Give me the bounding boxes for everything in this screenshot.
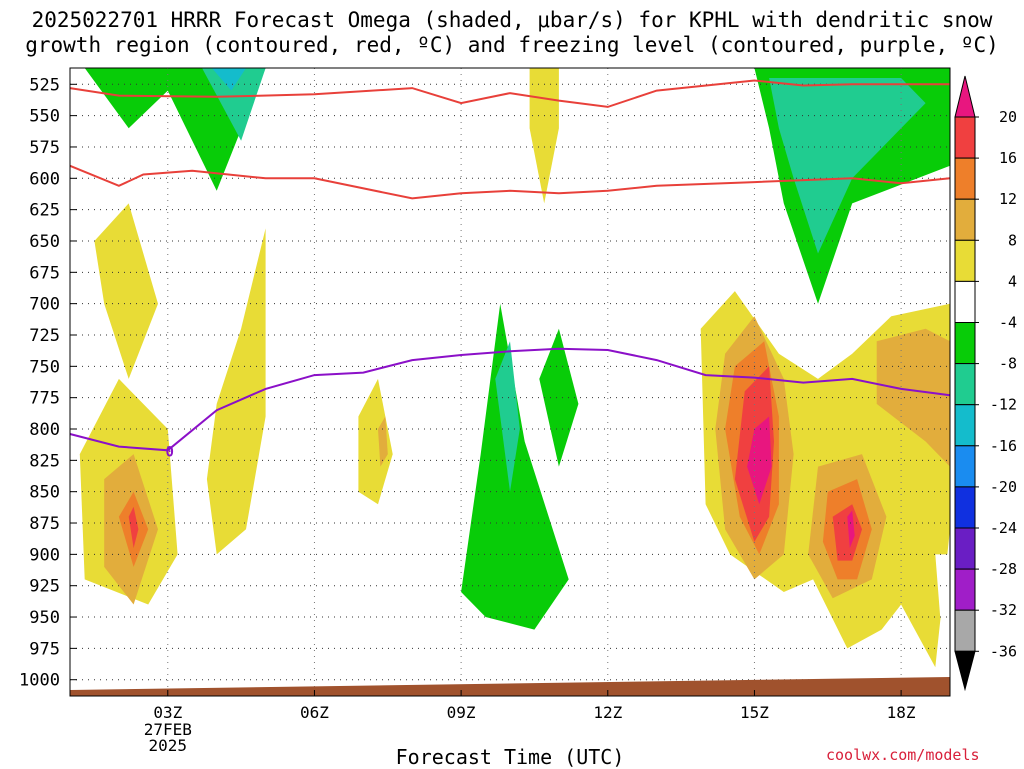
omega-region-23 [747, 416, 772, 505]
omega-region-2 [211, 68, 246, 91]
y-tick-label: 925 [29, 577, 60, 597]
ground-wedge [70, 677, 950, 696]
x-tick-label: 18Z [887, 703, 916, 722]
colorbar-label: -24 [990, 519, 1017, 537]
y-tick-label: 600 [29, 169, 60, 189]
y-tick-label: 800 [29, 420, 60, 440]
colorbar-label: -8 [999, 355, 1017, 373]
colorbar-bin [954, 280, 976, 323]
y-tick-label: 775 [29, 389, 60, 409]
colorbar-bottom-triangle [954, 650, 976, 692]
colorbar-bin [954, 486, 976, 529]
x-tick-sublabel: 27FEB [144, 720, 192, 739]
y-tick-label: 975 [29, 639, 60, 659]
y-tick-label: 850 [29, 483, 60, 503]
colorbar-label: 4 [1008, 272, 1017, 290]
colorbar-label: -12 [990, 396, 1017, 414]
y-tick-label: 825 [29, 451, 60, 471]
chart-title-line1: 2025022701 HRRR Forecast Omega (shaded, … [31, 8, 993, 32]
colorbar: 20 16 12 8 4 -4 -8 -12 -16 -20 -24 -28 -32 -36 [954, 75, 1017, 692]
colorbar-bin [954, 609, 976, 652]
colorbar-label: -32 [990, 601, 1017, 619]
y-tick-label: 700 [29, 295, 60, 315]
y-tick-label: 525 [29, 75, 60, 95]
colorbar-label: 20 [999, 108, 1017, 126]
colorbar-label: 12 [999, 190, 1017, 208]
colorbar-bin [954, 568, 976, 611]
x-tick-sublabel: 2025 [149, 736, 188, 755]
ground-terrain [70, 677, 950, 696]
omega-region-7 [128, 506, 139, 549]
colorbar-bin [954, 239, 976, 282]
omega-region-8 [206, 228, 266, 555]
omega-region-15 [495, 341, 520, 492]
omega-region-19 [876, 328, 950, 467]
x-tick-label: 06Z [300, 703, 329, 722]
colorbar-bin [954, 527, 976, 570]
colorbar-label: 16 [999, 149, 1017, 167]
y-tick-label: 625 [29, 201, 60, 221]
y-tick-label: 750 [29, 357, 60, 377]
omega-region-9 [358, 378, 393, 505]
omega-region-1 [202, 68, 266, 141]
x-axis-title: Forecast Time (UTC) [395, 745, 625, 769]
colorbar-top-triangle [954, 75, 976, 118]
colorbar-label: -20 [990, 478, 1017, 496]
colorbar-bin [954, 157, 976, 200]
freezing-level-contour [69, 347, 951, 452]
y-tick-label: 650 [29, 232, 60, 252]
y-tick-label: 875 [29, 514, 60, 534]
x-tick-label: 12Z [593, 703, 622, 722]
colorbar-label: 8 [1008, 231, 1017, 249]
x-tick-label: 15Z [740, 703, 769, 722]
colorbar-label: -28 [990, 560, 1017, 578]
colorbar-bin [954, 322, 976, 365]
y-tick-label: 900 [29, 545, 60, 565]
dgz-lower-contour [69, 164, 951, 200]
y-axis: 525 550 575 600 625 650 675 700 725 750 775 800 825 8… [19, 75, 77, 691]
omega-region-3 [94, 203, 158, 379]
y-tick-label: 575 [29, 138, 60, 158]
y-tick-label: 675 [29, 263, 60, 283]
omega-shaded-regions [79, 68, 950, 680]
x-tick-label: 03Z [153, 703, 182, 722]
y-tick-label: 725 [29, 326, 60, 346]
colorbar-label: -36 [990, 642, 1017, 660]
dgz-upper-contour [69, 79, 950, 108]
colorbar-bin [954, 198, 976, 241]
omega-region-25 [847, 510, 855, 549]
colorbar-bin [954, 363, 976, 406]
omega-region-10 [378, 416, 388, 467]
plot-frame [69, 67, 951, 697]
contour-lines: 0 [69, 79, 951, 460]
credit-link[interactable]: coolwx.com/models [826, 746, 980, 764]
omega-region-24 [832, 504, 862, 561]
x-tick-label: 09Z [447, 703, 476, 722]
colorbar-label: -16 [990, 437, 1017, 455]
omega-region-11 [529, 68, 559, 204]
omega-region-13 [461, 303, 569, 630]
chart-title-line2: growth region (contoured, red, ºC) and f… [25, 33, 999, 57]
colorbar-label: -4 [999, 314, 1017, 332]
colorbar-bin [954, 116, 976, 159]
y-tick-label: 950 [29, 608, 60, 628]
colorbar-bin [954, 404, 976, 447]
colorbar-bin [954, 445, 976, 488]
omega-region-14 [539, 328, 579, 467]
freezing-level-label: 0 [166, 444, 174, 460]
omega-region-29 [935, 554, 950, 643]
y-tick-label: 1000 [19, 671, 60, 691]
y-tick-label: 550 [29, 107, 60, 127]
